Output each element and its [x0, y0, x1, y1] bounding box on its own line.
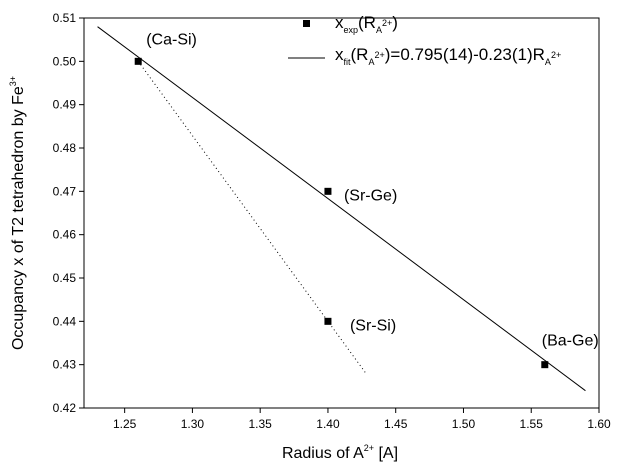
plot-area [83, 17, 600, 409]
y-axis-title-sup: 3+ [8, 76, 18, 86]
x-tick-label: 1.50 [452, 417, 476, 431]
x-tick-label: 1.40 [316, 417, 340, 431]
point-annotations: (Ca-Si) (Sr-Ge) (Sr-Si) (Ba-Ge) [146, 31, 598, 349]
legend-label-fit-line: xfit(RA2+)=0.795(14)-0.23(1)RA2+ [335, 45, 561, 67]
y-tick-label: 0.49 [53, 98, 77, 112]
y-tick-label: 0.45 [53, 271, 77, 285]
data-point [541, 361, 549, 369]
series-lines [97, 26, 586, 392]
y-tick-label: 0.48 [53, 141, 77, 155]
x-axis-title-rest: [A] [374, 445, 398, 462]
x-tick-label: 1.35 [249, 417, 273, 431]
y-tick-label: 0.42 [53, 401, 77, 415]
data-point [134, 57, 142, 65]
legend-marker-points [303, 20, 310, 27]
series-points [134, 57, 549, 369]
y-axis: 0.42 0.43 0.44 0.45 0.46 0.47 0.48 0.49 0.50 0.51 [53, 11, 84, 415]
fit-line [97, 26, 586, 392]
x-axis: 1.25 1.30 1.35 1.40 1.45 1.50 1.55 1.60 [113, 408, 611, 431]
dotted-trend-line [137, 61, 367, 374]
x-tick-label: 1.60 [587, 417, 611, 431]
y-axis-title-main: Occupancy x of T2 tetrahedron by Fe [10, 86, 27, 350]
legend-label-points: xexp(RA2+) [335, 13, 398, 35]
y-tick-label: 0.47 [53, 184, 77, 198]
y-tick-label: 0.44 [53, 314, 77, 328]
y-axis-title: Occupancy x of T2 tetrahedron by Fe3+ [8, 76, 27, 350]
y-tick-label: 0.51 [53, 11, 77, 25]
x-tick-label: 1.25 [113, 417, 137, 431]
y-tick-label: 0.50 [53, 54, 77, 68]
x-tick-label: 1.55 [520, 417, 544, 431]
data-point [324, 317, 332, 325]
y-tick-label: 0.43 [53, 358, 77, 372]
point-label: (Ba-Ge) [542, 333, 599, 350]
point-label: (Sr-Si) [350, 317, 396, 334]
x-tick-label: 1.30 [181, 417, 205, 431]
legend: xexp(RA2+) xfit(RA2+)=0.795(14)-0.23(1)R… [288, 13, 561, 67]
y-tick-label: 0.46 [53, 228, 77, 242]
x-axis-title: Radius of A2+ [A] [282, 443, 398, 462]
x-tick-label: 1.45 [384, 417, 408, 431]
x-axis-title-sup: 2+ [364, 443, 374, 453]
data-point [324, 187, 332, 195]
point-label: (Sr-Ge) [344, 187, 397, 204]
x-axis-title-main: Radius of A [282, 445, 364, 462]
point-label: (Ca-Si) [146, 31, 197, 48]
